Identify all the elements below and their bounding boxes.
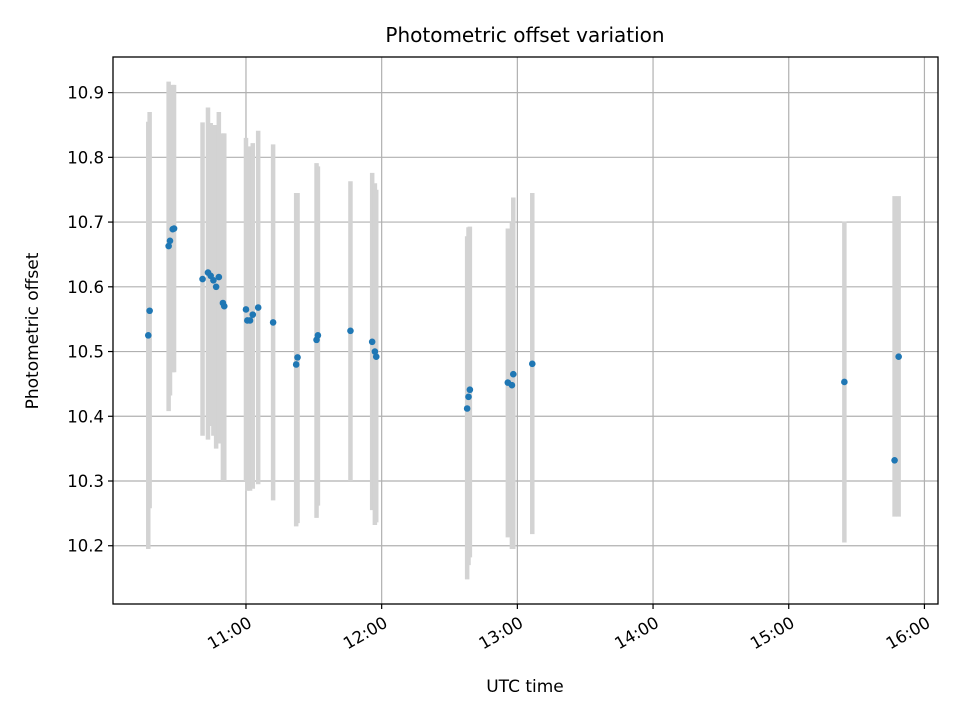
data-point [371, 348, 379, 355]
data-point [508, 381, 516, 389]
x-tick-label: 14:00 [611, 613, 662, 653]
data-point [246, 317, 254, 324]
data-point [314, 332, 322, 339]
data-point [895, 353, 902, 361]
data-point [294, 354, 301, 361]
data-point [509, 370, 517, 378]
data-point [220, 302, 228, 310]
chart-title: Photometric offset variation [385, 23, 664, 47]
data-point [368, 338, 376, 346]
y-tick-label: 10.5 [67, 343, 104, 362]
data-point [199, 275, 206, 283]
plot-frame [112, 56, 939, 605]
y-tick-label: 10.9 [67, 84, 104, 103]
x-tick-label: 13:00 [476, 613, 527, 653]
data-points [144, 225, 902, 464]
data-point [249, 311, 257, 318]
y-tick-label: 10.8 [67, 148, 104, 167]
y-axis-title: Photometric offset [23, 252, 43, 409]
x-axis-title: UTC time [486, 677, 564, 697]
data-point [242, 306, 250, 313]
y-tick-label: 10.4 [67, 407, 104, 426]
data-point [528, 360, 536, 368]
y-tick-label: 10.3 [67, 472, 104, 491]
data-point [466, 386, 474, 394]
y-axis: 10.2 10.3 10.4 10.5 10.6 10.7 10.8 10.9 [67, 84, 113, 556]
x-tick-label: 12:00 [340, 613, 391, 653]
data-point [166, 237, 174, 245]
data-point [165, 242, 172, 250]
data-point [210, 277, 217, 284]
data-point [146, 307, 153, 315]
data-point [212, 283, 220, 291]
x-tick-label: 11:00 [204, 613, 255, 653]
data-point [254, 304, 262, 311]
data-point [215, 273, 223, 281]
data-point [841, 378, 848, 386]
x-tick-label: 16:00 [883, 613, 934, 653]
data-point [170, 225, 178, 232]
data-point [372, 353, 380, 361]
y-tick-label: 10.6 [67, 278, 104, 297]
data-point [144, 332, 152, 339]
x-tick-label: 15:00 [747, 613, 798, 653]
data-point [269, 319, 277, 326]
data-point [292, 361, 300, 368]
data-point [891, 456, 898, 464]
grid [113, 57, 938, 604]
data-point [347, 327, 354, 335]
y-tick-label: 10.7 [67, 213, 104, 232]
x-axis: 11:00 12:00 13:00 14:00 15:00 16:00 [204, 604, 933, 653]
error-bars [146, 81, 901, 580]
y-tick-label: 10.2 [67, 537, 104, 556]
data-point [465, 393, 472, 401]
data-point [463, 405, 471, 412]
